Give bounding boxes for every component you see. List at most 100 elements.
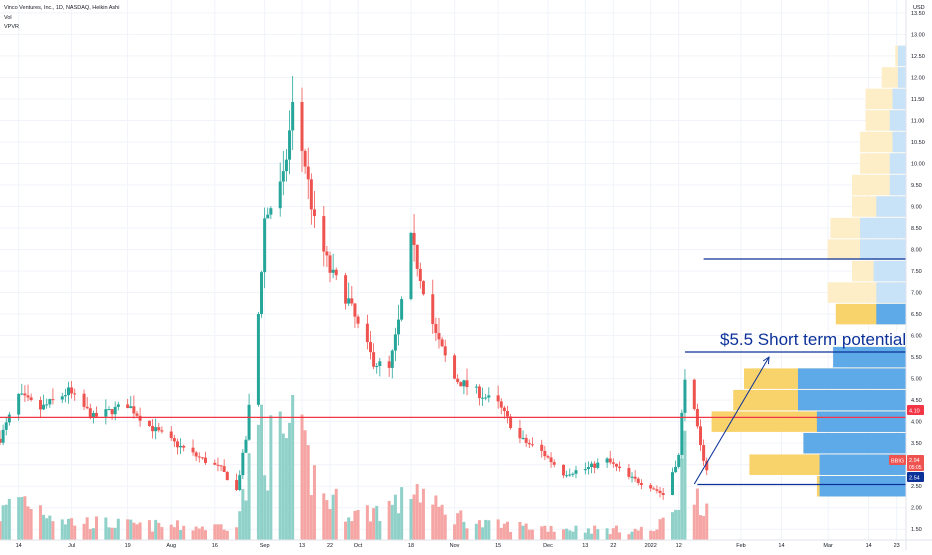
candle-body [191, 447, 195, 453]
volume-bar [334, 488, 338, 540]
candle-body [235, 480, 239, 490]
candle-body [29, 397, 33, 401]
vp-row-up [876, 303, 906, 325]
volume-bar [26, 506, 30, 540]
y-tick-label: 7.50 [911, 269, 922, 275]
volume-bar [677, 509, 681, 540]
volume-bar [70, 518, 74, 540]
x-tick-label: Jul [68, 543, 75, 549]
y-tick-label: 4.50 [911, 398, 922, 404]
volume-bar [605, 528, 609, 540]
arrow-shaft[interactable] [693, 356, 770, 485]
volume-bar [154, 519, 158, 540]
candle-body [225, 471, 229, 481]
x-tick-label: 14 [778, 543, 784, 549]
candle-body [322, 216, 326, 252]
volume-bar [655, 529, 659, 540]
candle-body [481, 397, 485, 399]
volume-bar [562, 529, 566, 540]
candle-body [129, 406, 133, 409]
volume-bar [0, 521, 2, 540]
y-tick-label: 11.50 [911, 97, 924, 103]
candle-body [110, 409, 114, 415]
y-tick-label: 13.50 [911, 11, 925, 17]
candle-body [459, 382, 463, 387]
volume-bar [639, 526, 643, 540]
volume-bar [618, 532, 622, 540]
candle-body [443, 346, 447, 356]
volume-bar [300, 414, 304, 540]
candle-body [474, 386, 478, 388]
volume-bar [284, 438, 288, 540]
volume-bar [126, 519, 130, 540]
volume-bar [462, 521, 466, 540]
volume-bar [238, 511, 242, 540]
volume-bar [680, 458, 684, 540]
volume-bar [235, 527, 239, 540]
y-tick-label: 10.50 [911, 140, 925, 146]
resistance-badge-bg [907, 405, 924, 415]
currency-label[interactable]: USD [913, 5, 925, 11]
volume-bar [138, 522, 142, 540]
y-tick-label: 6.50 [911, 312, 922, 318]
volume-bar [179, 530, 183, 540]
candle-body [618, 466, 622, 469]
resistance-price-label: 4.10 [909, 409, 920, 415]
last-price-badge: 2.94 05:05 [907, 455, 924, 471]
volume-bar [88, 529, 92, 540]
volume-bar [151, 531, 155, 540]
time-axis[interactable]: 14 Jul 19 Aug 16 Sep 13 22 Oct 18 Nov 15 Dec 13 22 2022… [0, 539, 932, 549]
candle-body [552, 462, 556, 465]
candle-body [649, 485, 653, 489]
candle-body [88, 408, 92, 418]
candle-body [683, 379, 687, 413]
candle-body [157, 427, 161, 431]
volume-bar [481, 527, 485, 540]
candle-body [344, 275, 348, 304]
volume-bar [1, 505, 5, 540]
candle-body [42, 404, 46, 410]
volume-bar [353, 510, 357, 540]
volume-bar [499, 527, 503, 540]
candle-body [487, 395, 491, 398]
volume-bar [91, 528, 95, 540]
y-tick-label: 8.50 [911, 226, 922, 232]
x-tick-label: Nov [450, 543, 460, 549]
volume-bar [42, 514, 46, 540]
volume-bar [263, 475, 267, 540]
volume-bar [331, 494, 335, 540]
volume-bar [661, 517, 665, 540]
volume-bar [222, 529, 226, 540]
candle-body [412, 232, 416, 245]
candle-body [20, 393, 24, 395]
x-tick-label: 22 [327, 543, 333, 549]
candle-body [48, 399, 52, 405]
annotation-text[interactable]: $5.5 Short term potential [720, 330, 906, 349]
trend-arrow[interactable] [693, 356, 770, 485]
y-tick-label: 2.00 [911, 506, 922, 512]
y-tick-label: 10.00 [911, 162, 925, 168]
volume-bar [281, 433, 285, 540]
price-axis[interactable]: 1.502.002.503.003.504.004.505.005.506.00… [911, 11, 925, 533]
volume-bar [328, 509, 332, 540]
volume-bar [502, 523, 506, 540]
candle-body [630, 476, 634, 478]
candle-body [571, 473, 575, 475]
volume-bar [627, 534, 631, 540]
volume-bar [552, 531, 556, 540]
horizontal-levels[interactable] [0, 258, 906, 486]
candle-body [238, 475, 242, 490]
y-tick-label: 2.50 [911, 484, 922, 490]
candle-body [291, 102, 295, 131]
candle-body [23, 393, 27, 396]
volume-bar [459, 510, 463, 540]
x-tick-label: 19 [125, 543, 131, 549]
volume-bar [20, 496, 24, 540]
candle-body [611, 462, 615, 464]
y-tick-label: 9.00 [911, 205, 922, 211]
volume-bar [132, 522, 136, 540]
candle-body [113, 406, 117, 415]
volume-bar [524, 523, 528, 540]
